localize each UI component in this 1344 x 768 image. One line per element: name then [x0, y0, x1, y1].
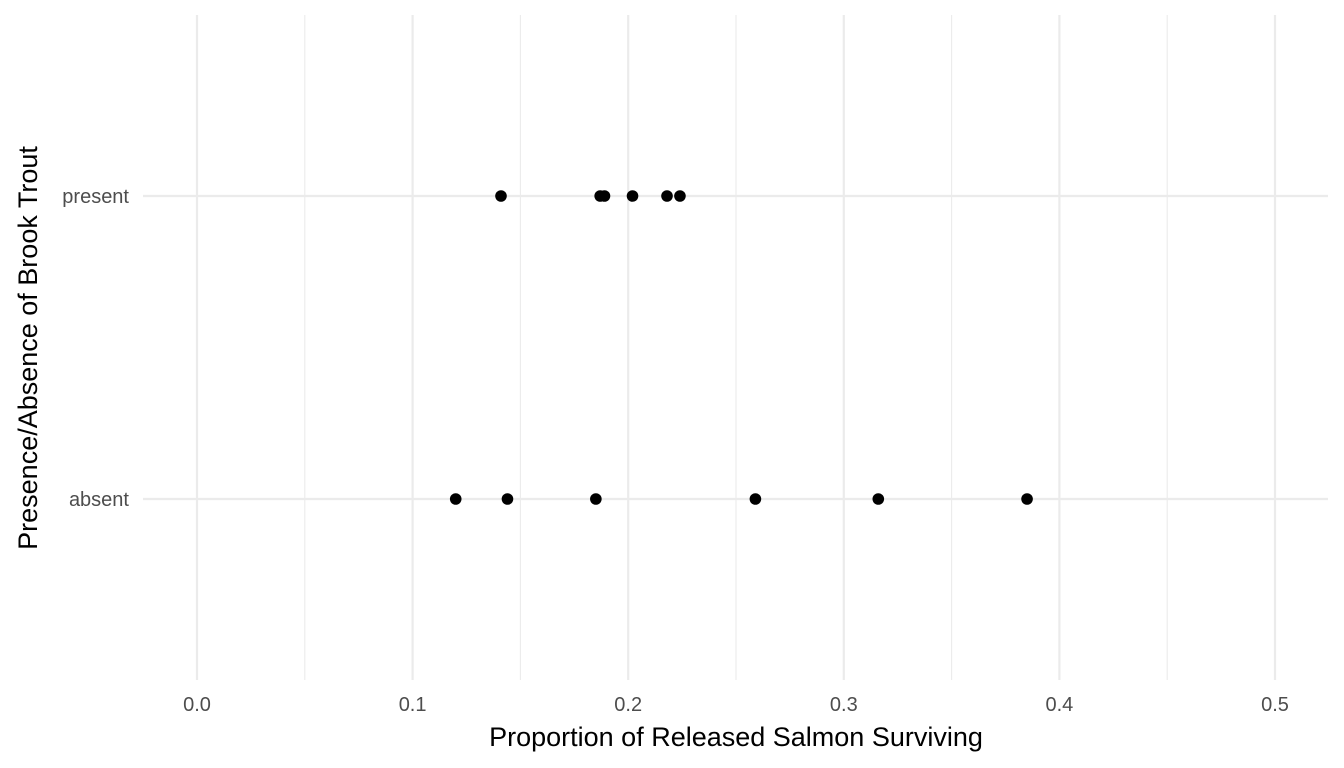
- y-axis-title: Presence/Absence of Brook Trout: [13, 146, 43, 550]
- data-point-present: [674, 190, 686, 202]
- x-axis-tick-labels: 0.0 0.1 0.2 0.3 0.4 0.5: [183, 694, 1289, 716]
- data-point-absent: [590, 493, 602, 505]
- data-point-absent: [749, 493, 762, 505]
- data-point-absent: [1021, 493, 1033, 505]
- data-point-present: [495, 190, 507, 202]
- x-tick-label: 0.5: [1261, 694, 1289, 716]
- data-point-absent: [501, 493, 514, 505]
- data-point-absent: [872, 493, 885, 505]
- y-tick-label-absent: absent: [69, 489, 129, 511]
- x-tick-label: 0.4: [1045, 694, 1073, 716]
- x-tick-label: 0.3: [830, 694, 858, 716]
- minor-gridlines: [304, 15, 1168, 680]
- data-point-absent: [449, 493, 462, 505]
- y-axis-tick-labels: absent present: [62, 186, 129, 511]
- x-tick-label: 0.0: [183, 694, 211, 716]
- x-tick-label: 0.2: [614, 694, 642, 716]
- major-horizontal-gridlines: [143, 194, 1328, 501]
- x-axis-title: Proportion of Released Salmon Surviving: [489, 722, 983, 752]
- data-point-present: [598, 190, 611, 202]
- major-vertical-gridlines: [195, 15, 1277, 680]
- y-tick-label-present: present: [62, 186, 129, 208]
- data-point-present: [626, 190, 639, 202]
- data-points: [449, 190, 1033, 505]
- data-point-present: [661, 190, 673, 202]
- x-tick-label: 0.1: [399, 694, 427, 716]
